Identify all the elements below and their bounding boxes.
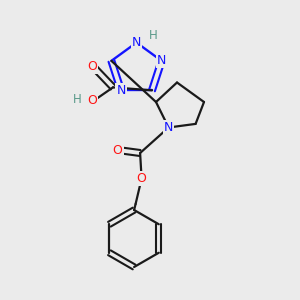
- Text: H: H: [73, 93, 81, 106]
- Text: N: N: [116, 84, 126, 97]
- Text: O: O: [137, 172, 146, 185]
- Text: O: O: [87, 61, 97, 74]
- Text: H: H: [148, 28, 158, 42]
- Text: O: O: [113, 143, 122, 157]
- Text: N: N: [164, 121, 173, 134]
- Text: O: O: [87, 94, 97, 107]
- Text: N: N: [132, 36, 141, 49]
- Text: N: N: [157, 54, 166, 67]
